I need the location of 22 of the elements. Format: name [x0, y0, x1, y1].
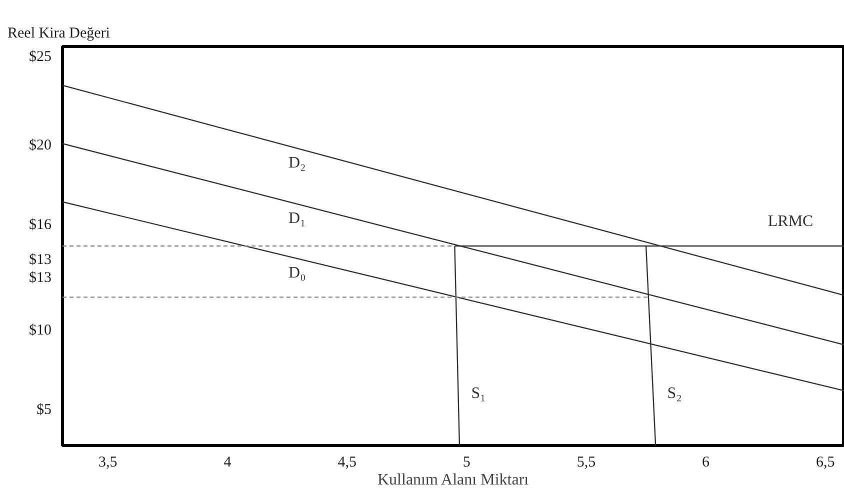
x-tick-label: 3,5 [98, 454, 118, 470]
x-tick-label: 4 [224, 454, 232, 470]
y-tick-label: $25 [29, 49, 52, 66]
series-label: S₁ [471, 385, 486, 402]
x-axis-title: Kullanım Alanı Miktarı [378, 472, 530, 488]
series-label: D₂ [288, 154, 306, 172]
x-tick-label: 4,5 [338, 454, 356, 470]
series-label: D₁ [288, 210, 306, 227]
y-tick-label: $20 [29, 137, 52, 154]
series-label: S₂ [667, 385, 682, 402]
y-axis-title: Reel Kira Değeri [8, 26, 110, 42]
x-tick-label: 5 [462, 454, 470, 470]
series-label: LRMC [768, 213, 814, 230]
series-label: D₀ [288, 264, 306, 282]
x-tick-label: 6,5 [816, 454, 835, 470]
x-tick-label: 6 [702, 454, 710, 470]
y-tick-label: $10 [29, 322, 52, 339]
y-tick-label: $16 [29, 216, 52, 233]
y-tick-label: $13 [29, 252, 52, 268]
x-tick-label: 5,5 [576, 454, 596, 470]
y-tick-label: $13 [29, 270, 52, 286]
y-tick-label: $5 [36, 402, 52, 418]
